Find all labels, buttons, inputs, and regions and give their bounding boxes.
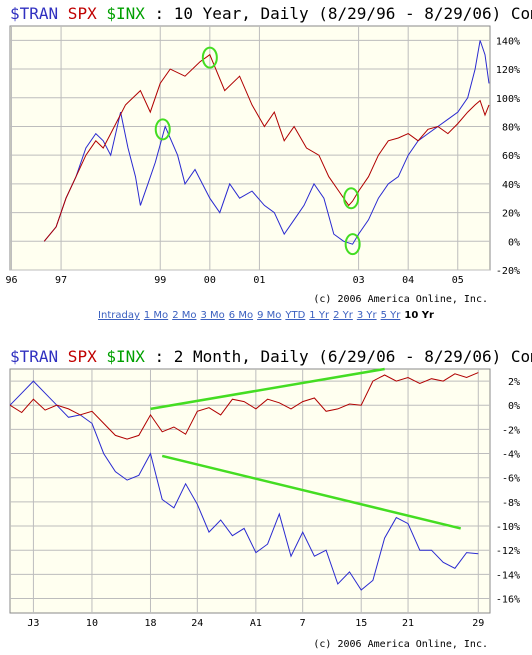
- y-tick-label: 2%: [508, 377, 520, 388]
- y-tick-label: 80%: [502, 122, 520, 133]
- x-tick-label: 10: [86, 618, 98, 629]
- range-link-6-mo[interactable]: 6 Mo: [228, 310, 254, 321]
- y-axis-ticks: 140% 120% 100% 80% 60% 40% 20% 0% -20%: [496, 36, 520, 277]
- chart-10-year: $TRAN SPX $INX : 10 Year, Daily (8/29/96…: [5, 4, 532, 305]
- series-line-tran: [43, 40, 490, 245]
- y-tick-label: 140%: [496, 36, 520, 47]
- y-tick-label: -20%: [496, 266, 520, 277]
- range-link-5-yr[interactable]: 5 Yr: [380, 310, 401, 321]
- y-tick-label: -14%: [496, 570, 520, 581]
- x-tick-label: 96: [5, 275, 17, 286]
- tran-symbol-label: $TRAN: [10, 4, 58, 23]
- x-tick-label: 7: [300, 618, 306, 629]
- y-tick-label: -8%: [502, 498, 520, 509]
- x-axis-ticks: 96 97 99 00 01 03 04 05: [5, 275, 463, 286]
- x-tick-label: 24: [191, 618, 203, 629]
- chart-title: : 2 Month, Daily (6/29/06 - 8/29/06) Com…: [145, 347, 532, 366]
- y-tick-label: -10%: [496, 522, 520, 533]
- range-link-3-yr[interactable]: 3 Yr: [356, 310, 377, 321]
- inx-symbol-label: $INX: [97, 347, 146, 366]
- trend-line-annotation: [161, 454, 462, 530]
- y-tick-label: 120%: [496, 65, 520, 76]
- circle-annotation: [344, 233, 361, 256]
- y-tick-label: 40%: [502, 180, 520, 191]
- x-tick-label: 05: [452, 275, 464, 286]
- plot-series: [9, 372, 479, 591]
- time-range-selector: Intraday 1 Mo 2 Mo 3 Mo 6 Mo 9 Mo YTD 1 Yr 2 Yr 3…: [0, 310, 532, 328]
- x-tick-label: 99: [154, 275, 166, 286]
- range-link-1-mo[interactable]: 1 Mo: [143, 310, 169, 321]
- circle-annotation: [201, 46, 218, 69]
- plot-annotations: [150, 367, 462, 530]
- x-tick-label: 21: [402, 618, 414, 629]
- y-tick-label: 100%: [496, 94, 520, 105]
- range-link-10-yr[interactable]: 10 Yr: [404, 310, 434, 321]
- series-line-spx: [9, 372, 479, 440]
- chart-10-year-header: $TRAN SPX $INX : 10 Year, Daily (8/29/96…: [10, 4, 532, 23]
- chart-2-month: $TRAN SPX $INX : 2 Month, Daily (6/29/06…: [9, 347, 532, 650]
- circle-annotation: [154, 118, 171, 141]
- circle-annotation: [343, 187, 360, 210]
- tran-symbol-label: $TRAN: [10, 347, 58, 366]
- x-tick-label: 97: [55, 275, 67, 286]
- y-axis-ticks: 2% 0% -2% -4% -6% -8% -10% -12% -14% -16%: [496, 377, 520, 605]
- x-tick-label: 29: [472, 618, 484, 629]
- x-tick-label: 03: [353, 275, 365, 286]
- plot-area: [9, 368, 491, 614]
- range-link-2-yr[interactable]: 2 Yr: [333, 310, 353, 321]
- x-tick-label: 00: [204, 275, 216, 286]
- x-tick-label: 15: [355, 618, 367, 629]
- series-line-tran: [9, 380, 479, 591]
- x-tick-label: 18: [144, 618, 156, 629]
- y-tick-label: 0%: [508, 237, 520, 248]
- x-tick-label: A1: [250, 618, 262, 629]
- range-link-9-mo[interactable]: 9 Mo: [257, 310, 282, 321]
- spx-symbol-label: SPX: [58, 347, 97, 366]
- inx-symbol-label: $INX: [97, 4, 146, 23]
- y-tick-label: 20%: [502, 209, 520, 220]
- x-tick-label: 01: [253, 275, 265, 286]
- chart-2-month-header: $TRAN SPX $INX : 2 Month, Daily (6/29/06…: [10, 347, 532, 366]
- y-tick-label: -4%: [502, 450, 520, 461]
- range-link-intraday[interactable]: Intraday: [98, 310, 140, 321]
- y-tick-label: 60%: [502, 151, 520, 162]
- plot-grid: [10, 26, 490, 271]
- range-link-3-mo[interactable]: 3 Mo: [200, 310, 225, 321]
- copyright-credit: (c) 2006 America Online, Inc.: [313, 639, 488, 650]
- y-tick-label: -2%: [502, 425, 520, 436]
- y-tick-label: -12%: [496, 546, 520, 557]
- copyright-credit: (c) 2006 America Online, Inc.: [313, 294, 488, 305]
- x-tick-label: J3: [27, 618, 39, 629]
- y-tick-label: -16%: [496, 595, 520, 606]
- y-tick-label: 0%: [508, 401, 520, 412]
- x-axis-ticks: J3 10 18 24 A1 7 15 21 29: [27, 618, 484, 629]
- range-link-2-mo[interactable]: 2 Mo: [172, 310, 197, 321]
- chart-title: : 10 Year, Daily (8/29/96 - 8/29/06) Com…: [145, 4, 532, 23]
- plot-area: [9, 25, 491, 271]
- range-link-ytd[interactable]: YTD: [285, 310, 306, 321]
- plot-annotations: [154, 46, 361, 256]
- trend-line-annotation: [150, 367, 385, 411]
- x-tick-label: 04: [402, 275, 414, 286]
- plot-series: [43, 40, 490, 245]
- range-link-1-yr[interactable]: 1 Yr: [309, 310, 330, 321]
- y-tick-label: -6%: [502, 474, 520, 485]
- spx-symbol-label: SPX: [58, 4, 97, 23]
- series-line-spx: [43, 53, 490, 242]
